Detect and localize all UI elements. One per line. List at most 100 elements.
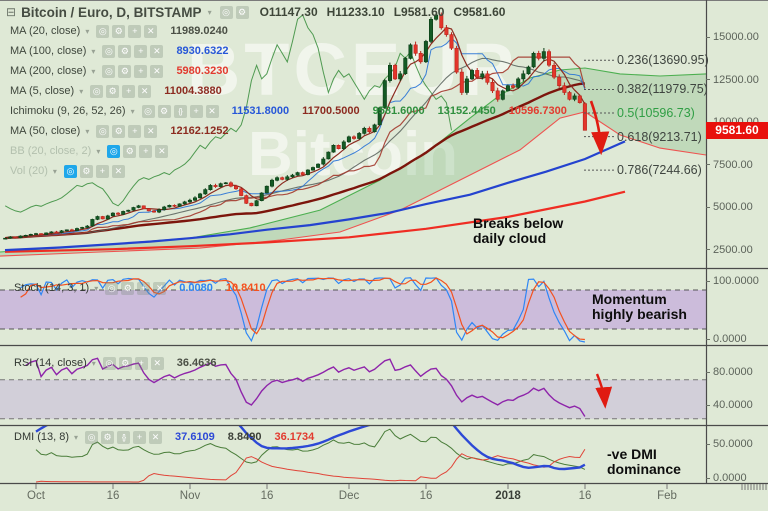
time-axis[interactable]: Oct 16 Nov 16 Dec 16 2018 16 Feb: [0, 484, 768, 511]
indicator-label[interactable]: MA (5, close): [10, 85, 75, 97]
indicator-legend: ⊟ Bitcoin / Euro, D, BITSTAMP ▾ ◎ ⚙ O111…: [6, 3, 567, 181]
settings-icon[interactable]: ⚙: [112, 24, 126, 38]
add-icon[interactable]: +: [128, 124, 142, 138]
down-arrow-drawing: [595, 373, 613, 409]
settings-icon[interactable]: ⚙: [101, 430, 115, 444]
indicator-value: 13152.4450: [437, 105, 496, 117]
indicator-label[interactable]: MA (100, close): [10, 45, 87, 57]
fib-level-label[interactable]: 0.618(9213.71): [617, 129, 702, 144]
annotation-dmi-dominance[interactable]: -ve DMI dominance: [607, 447, 681, 477]
indicator-label[interactable]: Stoch (14, 3, 1): [14, 282, 90, 294]
settings-icon[interactable]: ⚙: [118, 64, 132, 78]
close-icon[interactable]: ✕: [153, 281, 167, 295]
dropdown-caret-icon[interactable]: ▾: [91, 66, 96, 76]
visibility-icon[interactable]: ◎: [96, 124, 110, 138]
dropdown-caret-icon[interactable]: ▾: [207, 7, 212, 17]
dmi-legend: DMI (13, 8) ▾ ◎ ⚙{} + ✕ 37.6109 8.8490 36.1734: [14, 427, 314, 447]
visibility-icon[interactable]: ◎: [96, 24, 110, 38]
source-code-icon[interactable]: {}: [117, 430, 131, 444]
add-icon[interactable]: +: [133, 430, 147, 444]
close-icon[interactable]: ✕: [150, 64, 164, 78]
indicator-label[interactable]: RSI (14, close): [14, 357, 87, 369]
close-icon[interactable]: ✕: [149, 430, 163, 444]
annotation-line: Momentum: [592, 291, 667, 307]
add-icon[interactable]: +: [137, 281, 151, 295]
add-icon[interactable]: +: [134, 356, 148, 370]
indicator-label[interactable]: Ichimoku (9, 26, 52, 26): [10, 105, 126, 117]
dropdown-caret-icon[interactable]: ▾: [94, 283, 99, 293]
visibility-icon[interactable]: ◎: [102, 44, 116, 58]
symbol-title[interactable]: Bitcoin / Euro, D, BITSTAMP: [21, 4, 202, 20]
settings-icon[interactable]: ⚙: [118, 356, 132, 370]
tick-mark: [706, 206, 710, 208]
indicator-label[interactable]: MA (50, close): [10, 125, 81, 137]
time-tick-label: Dec: [338, 490, 360, 502]
source-code-icon[interactable]: {}: [173, 104, 187, 118]
indicator-label[interactable]: MA (20, close): [10, 25, 81, 37]
fib-level-label[interactable]: 0.5(10596.73): [617, 106, 695, 120]
close-icon[interactable]: ✕: [138, 84, 152, 98]
indicator-legend-row: MA (20, close) ▾ ◎ ⚙ + ✕ 11989.0240: [10, 21, 566, 41]
fib-level-label[interactable]: 0.786(7244.66): [617, 163, 702, 178]
close-icon[interactable]: ✕: [150, 356, 164, 370]
add-icon[interactable]: +: [128, 24, 142, 38]
visibility-icon[interactable]: ◎: [102, 356, 116, 370]
visibility-icon[interactable]: ◎: [107, 144, 121, 158]
close-icon[interactable]: ✕: [144, 24, 158, 38]
indicator-label[interactable]: BB (20, close, 2): [10, 145, 92, 157]
last-price-badge: 9581.60: [706, 122, 768, 139]
tick-mark: [706, 249, 710, 251]
add-icon[interactable]: +: [134, 44, 148, 58]
indicator-value: 5980.3230: [176, 65, 229, 77]
dropdown-caret-icon[interactable]: ▾: [74, 432, 79, 442]
close-icon[interactable]: ✕: [155, 144, 169, 158]
close-icon[interactable]: ✕: [111, 164, 125, 178]
indicator-value: 8.8490: [227, 431, 262, 443]
add-icon[interactable]: +: [134, 64, 148, 78]
dropdown-caret-icon[interactable]: ▾: [85, 126, 90, 136]
settings-icon[interactable]: ⚙: [106, 84, 120, 98]
collapse-legend-icon[interactable]: ⊟: [6, 5, 17, 19]
dropdown-caret-icon[interactable]: ▾: [79, 86, 84, 96]
settings-icon[interactable]: ⚙: [123, 144, 137, 158]
close-icon[interactable]: ✕: [205, 104, 219, 118]
indicator-buttons: ◎ ⚙{} + ✕: [85, 430, 163, 444]
annotation-breaks-below-cloud[interactable]: Breaks below daily cloud: [473, 216, 563, 246]
dropdown-caret-icon[interactable]: ▾: [96, 146, 101, 156]
annotation-momentum-bearish[interactable]: Momentum highly bearish: [592, 292, 687, 322]
dropdown-caret-icon[interactable]: ▾: [85, 26, 90, 36]
fib-level-label[interactable]: 0.382(11979.75): [617, 82, 708, 97]
dropdown-caret-icon[interactable]: ▾: [91, 358, 96, 368]
settings-icon[interactable]: ⚙: [118, 44, 132, 58]
settings-icon[interactable]: ⚙: [112, 124, 126, 138]
add-icon[interactable]: +: [139, 144, 153, 158]
close-icon[interactable]: ✕: [144, 124, 158, 138]
visibility-icon[interactable]: ◎: [219, 5, 233, 19]
ma100-line: [4, 140, 626, 252]
fib-level-label[interactable]: 0.236(13690.95): [617, 53, 709, 68]
visibility-icon[interactable]: ◎: [102, 64, 116, 78]
indicator-label[interactable]: Vol (20): [10, 165, 48, 177]
dropdown-caret-icon[interactable]: ▾: [130, 106, 135, 116]
settings-icon[interactable]: ⚙: [79, 164, 93, 178]
settings-icon[interactable]: ⚙: [157, 104, 171, 118]
indicator-label[interactable]: MA (200, close): [10, 65, 87, 77]
indicator-label[interactable]: DMI (13, 8): [14, 431, 70, 443]
indicator-buttons: ◎ ⚙ + ✕: [105, 281, 167, 295]
close-icon[interactable]: ✕: [150, 44, 164, 58]
indicator-buttons: ◎ ⚙ + ✕: [107, 144, 169, 158]
visibility-icon[interactable]: ◎: [105, 281, 119, 295]
price-tick-label: 2500.00: [713, 243, 753, 256]
settings-icon[interactable]: ⚙: [235, 5, 249, 19]
visibility-icon[interactable]: ◎: [90, 84, 104, 98]
dropdown-caret-icon[interactable]: ▾: [91, 46, 96, 56]
visibility-icon[interactable]: ◎: [141, 104, 155, 118]
visibility-icon[interactable]: ◎: [85, 430, 99, 444]
dropdown-caret-icon[interactable]: ▾: [52, 166, 57, 176]
visibility-icon[interactable]: ◎: [63, 164, 77, 178]
add-icon[interactable]: +: [189, 104, 203, 118]
settings-icon[interactable]: ⚙: [121, 281, 135, 295]
add-icon[interactable]: +: [95, 164, 109, 178]
add-icon[interactable]: +: [122, 84, 136, 98]
